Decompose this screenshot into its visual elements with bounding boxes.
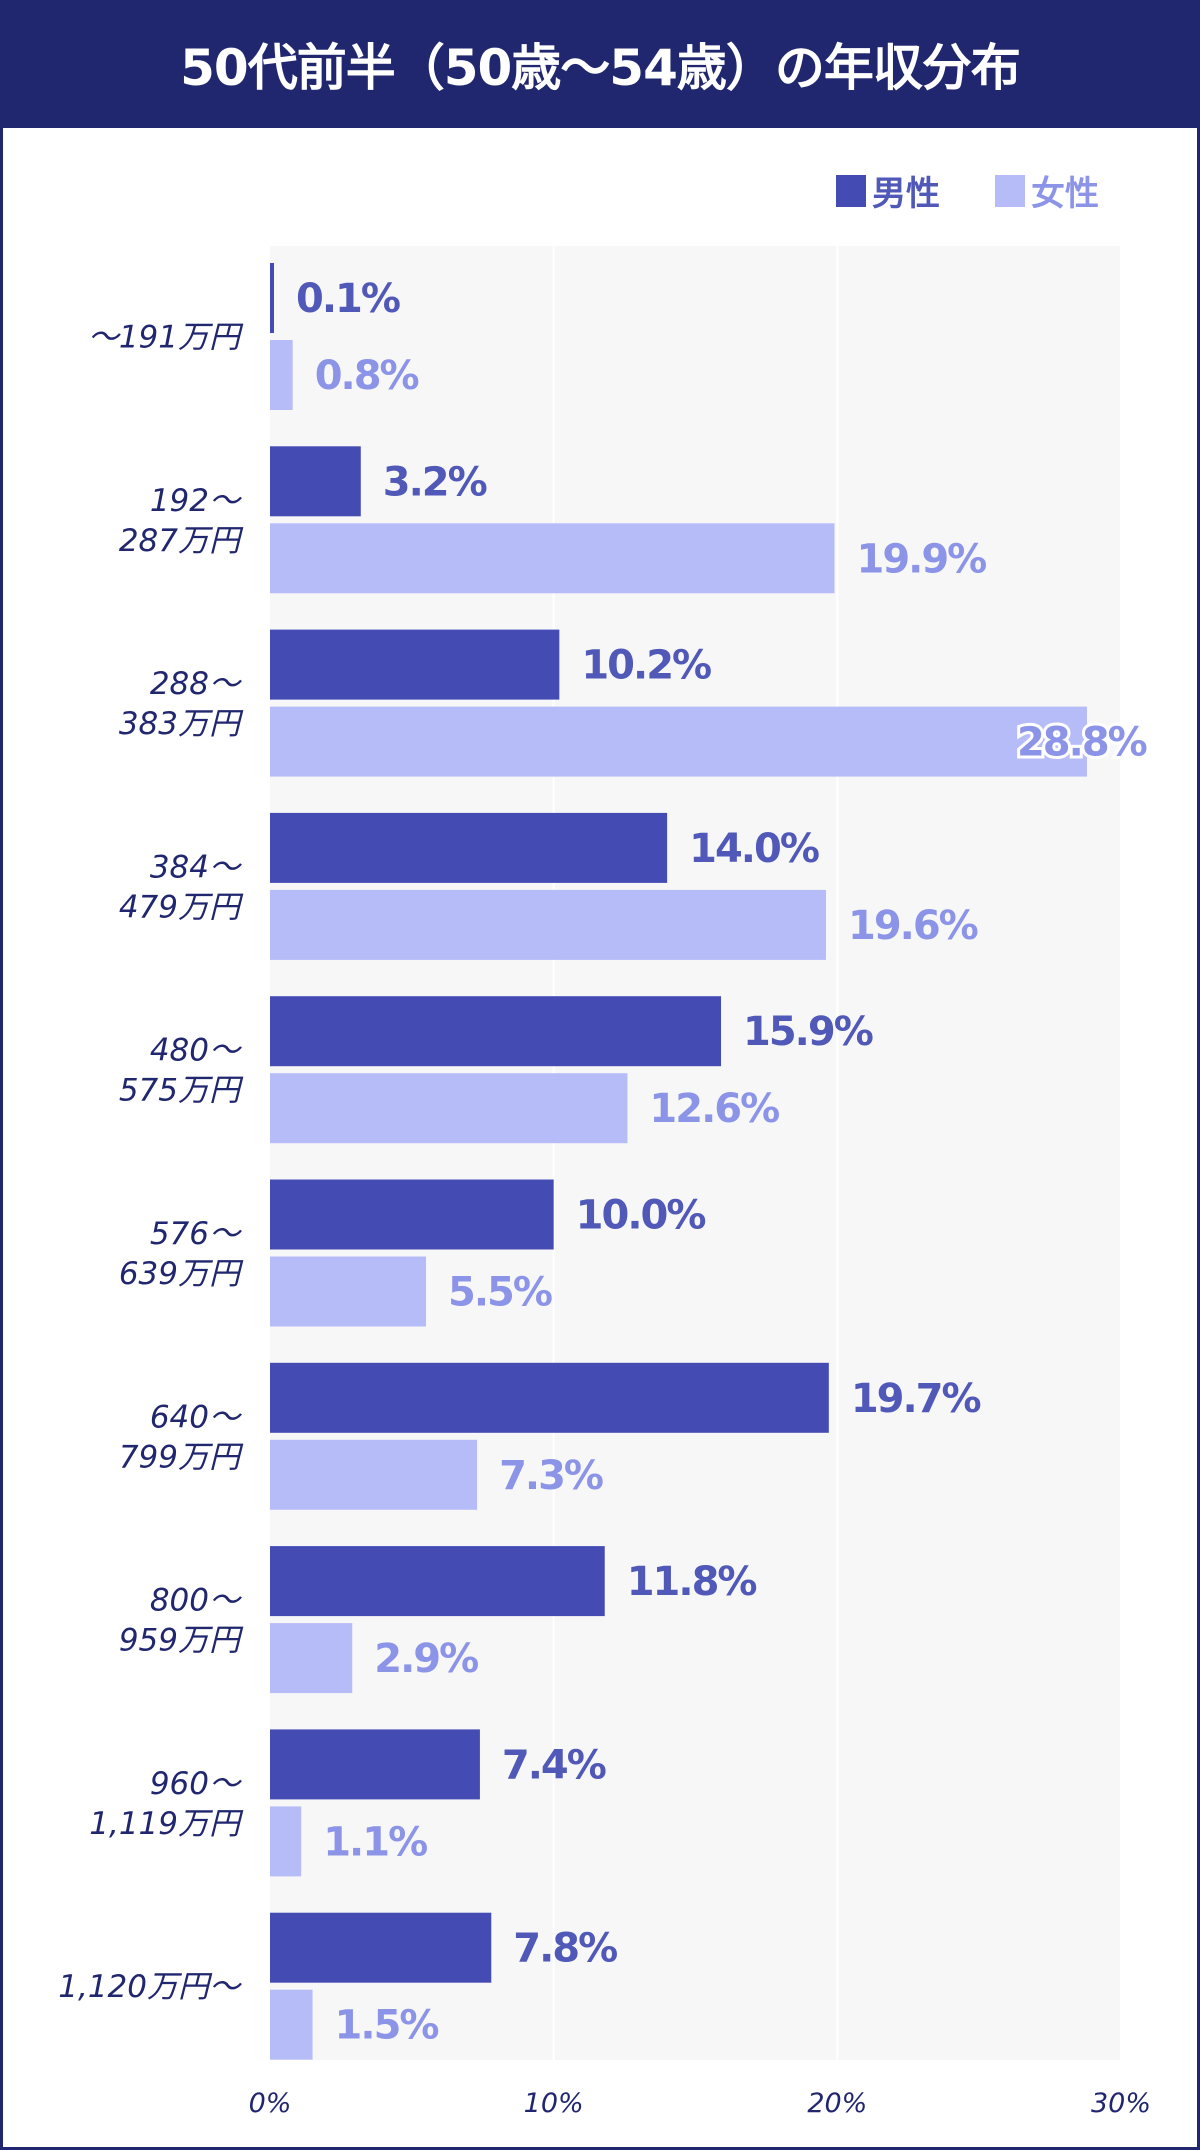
x-tick-label: 30% [1091, 2088, 1151, 2119]
value-label-male: 7.8% [513, 1926, 617, 1972]
x-tick-label: 10% [524, 2088, 584, 2119]
category-label: 288〜 383万円 [119, 666, 244, 742]
bar-male [270, 263, 274, 333]
value-label-female: 19.6% [848, 903, 978, 949]
value-label-female: 1.1% [323, 1819, 427, 1865]
category-label: 800〜 959万円 [119, 1583, 244, 1659]
bar-male [270, 629, 560, 700]
legend-male: 男性 [836, 166, 940, 215]
bar-female [270, 889, 826, 960]
category-label: 640〜 799万円 [119, 1399, 244, 1475]
bar-male [270, 812, 668, 883]
category-label: 480〜 575万円 [119, 1033, 244, 1109]
bar-male [270, 1362, 829, 1433]
value-label-male: 0.1% [296, 276, 400, 322]
category-label: 960〜 1,119万円 [89, 1766, 244, 1842]
bar-male [270, 1179, 554, 1250]
bar-female [270, 1989, 313, 2060]
bar-female [270, 706, 1087, 777]
value-label-male: 14.0% [689, 826, 819, 872]
chart-title: 50代前半（50歳〜54歳）の年収分布 [0, 0, 1200, 128]
value-label-female: 28.8% [1017, 720, 1147, 766]
value-label-female: 12.6% [649, 1086, 779, 1132]
x-tick-label: 20% [807, 2088, 867, 2119]
value-label-male: 7.4% [502, 1742, 606, 1788]
x-tick-label: 0% [249, 2088, 292, 2119]
bar-male [270, 996, 722, 1067]
value-label-male: 11.8% [627, 1559, 757, 1605]
value-label-female: 1.5% [335, 2003, 439, 2049]
value-label-male: 19.7% [851, 1376, 981, 1422]
legend-female-swatch [995, 174, 1025, 207]
value-label-male: 15.9% [743, 1009, 873, 1055]
bar-male [270, 446, 361, 517]
value-label-male: 10.0% [576, 1193, 706, 1239]
value-label-female: 0.8% [315, 353, 419, 399]
bar-female [270, 1806, 302, 1877]
bar-male [270, 1729, 480, 1800]
legend-male-swatch [836, 174, 866, 207]
legend-female: 女性 [995, 166, 1099, 215]
value-label-female: 5.5% [448, 1270, 552, 1316]
value-label-female: 7.3% [499, 1453, 603, 1499]
category-label: 〜191万円 [88, 320, 244, 356]
legend: 男性 女性 [836, 166, 1154, 215]
bar-male [270, 1912, 492, 1983]
value-label-male: 10.2% [581, 643, 711, 689]
legend-male-label: 男性 [872, 174, 940, 214]
bar-female [270, 523, 835, 594]
value-label-male: 3.2% [383, 459, 487, 505]
value-label-female: 2.9% [374, 1636, 478, 1682]
legend-female-label: 女性 [1031, 174, 1099, 214]
category-label: 192〜 287万円 [119, 483, 244, 559]
bar-male [270, 1546, 605, 1617]
value-label-female: 19.9% [856, 536, 986, 582]
category-label: 576〜 639万円 [119, 1216, 244, 1292]
category-label: 1,120万円〜 [58, 1969, 242, 2005]
bar-female [270, 1439, 478, 1510]
bar-female [270, 1073, 628, 1144]
bar-female [270, 1256, 427, 1327]
bar-female [270, 340, 293, 410]
bar-female [270, 1623, 353, 1694]
category-label: 384〜 479万円 [119, 849, 244, 925]
